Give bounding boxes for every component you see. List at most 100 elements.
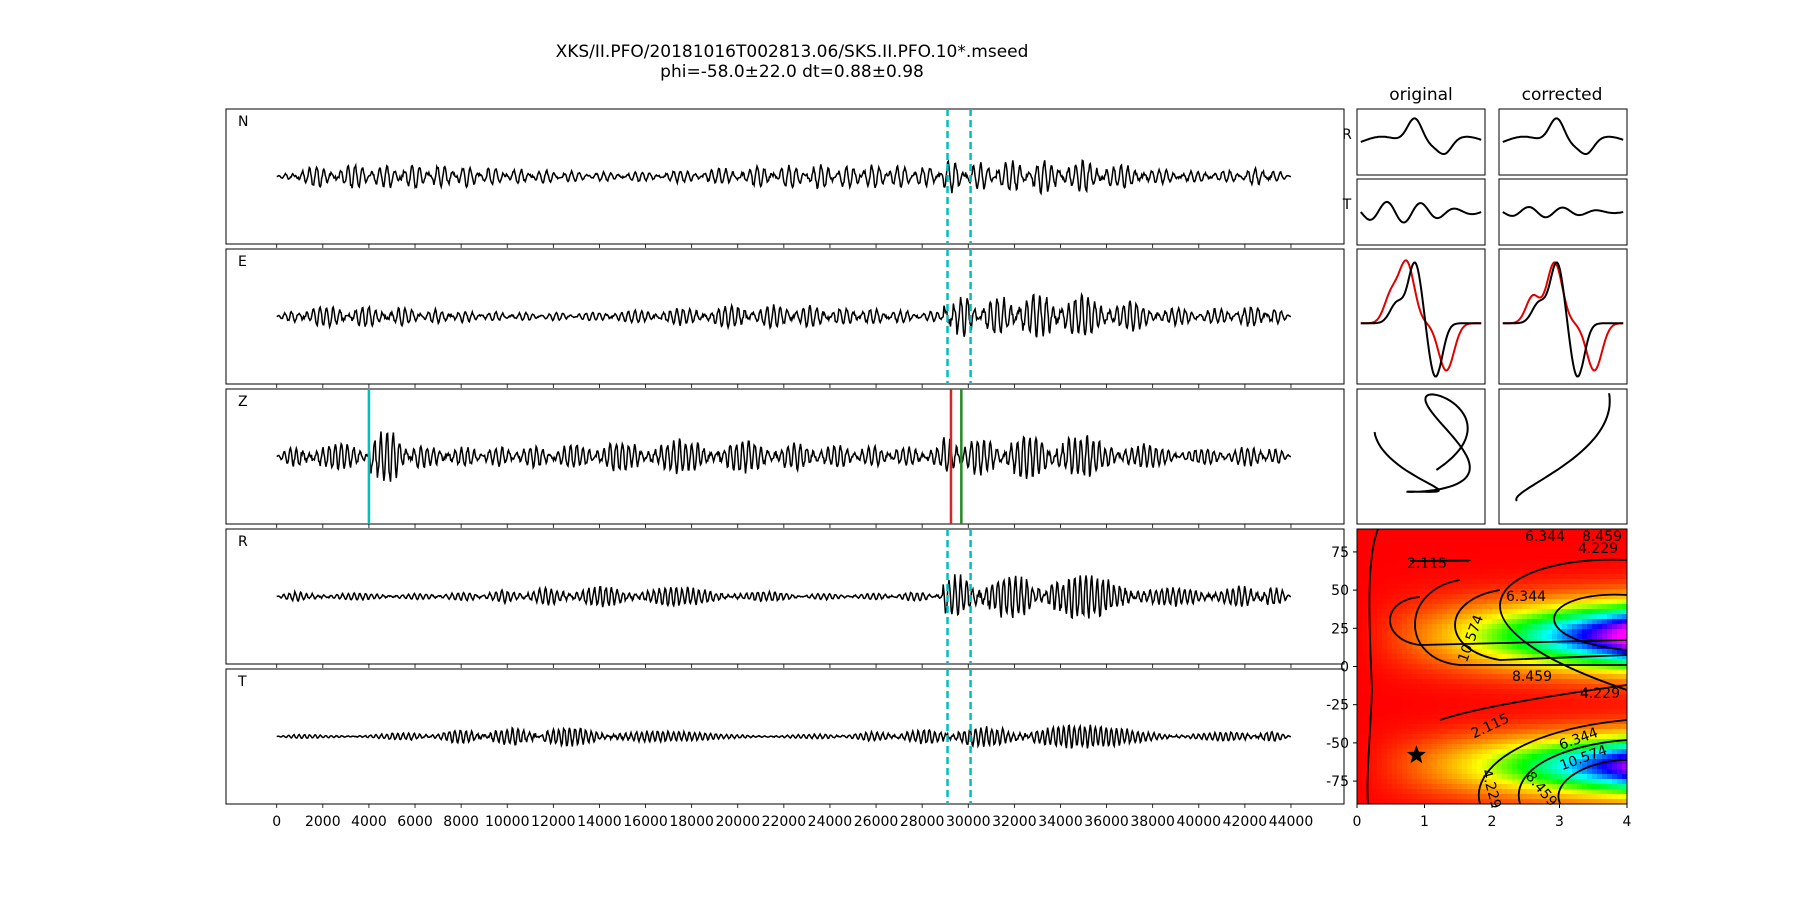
- surface-cell: [1372, 624, 1378, 630]
- surface-cell: [1587, 729, 1593, 735]
- surface-cell: [1592, 709, 1598, 715]
- surface-cell: [1362, 609, 1368, 615]
- surface-cell: [1517, 719, 1523, 725]
- surface-cell: [1387, 709, 1393, 715]
- surface-cell: [1412, 649, 1418, 655]
- surface-cell: [1612, 789, 1618, 795]
- surface-cell: [1402, 659, 1408, 665]
- surface-cell: [1397, 544, 1403, 550]
- surface-cell: [1417, 799, 1423, 804]
- surface-cell: [1612, 689, 1618, 695]
- surface-cell: [1432, 669, 1438, 675]
- surface-cell: [1472, 559, 1478, 565]
- surface-cell: [1597, 704, 1603, 710]
- surface-cell: [1547, 539, 1553, 545]
- surface-cell: [1382, 764, 1388, 770]
- surface-cell: [1447, 744, 1453, 750]
- surface-cell: [1582, 604, 1588, 610]
- surface-cell: [1357, 694, 1363, 700]
- surface-cell: [1422, 774, 1428, 780]
- surface-cell: [1602, 694, 1608, 700]
- surface-cell: [1487, 614, 1493, 620]
- surface-cell: [1532, 624, 1538, 630]
- surface-cell: [1497, 689, 1503, 695]
- surface-cell: [1517, 694, 1523, 700]
- surface-cell: [1417, 759, 1423, 765]
- surface-cell: [1497, 784, 1503, 790]
- surface-cell: [1527, 729, 1533, 735]
- surface-cell: [1447, 704, 1453, 710]
- surface-cell: [1472, 714, 1478, 720]
- surface-cell: [1547, 549, 1553, 555]
- surface-cell: [1512, 619, 1518, 625]
- surface-cell: [1567, 614, 1573, 620]
- surface-cell: [1527, 674, 1533, 680]
- surface-cell: [1372, 684, 1378, 690]
- panel-frame: [225, 248, 1345, 385]
- surface-cell: [1617, 799, 1623, 804]
- surface-cell: [1597, 734, 1603, 740]
- surface-cell: [1507, 554, 1513, 560]
- surface-cell: [1547, 569, 1553, 575]
- x-tick-label: 32000: [992, 814, 1037, 830]
- surface-cell: [1612, 584, 1618, 590]
- surface-cell: [1567, 789, 1573, 795]
- surface-cell: [1622, 684, 1627, 690]
- surface-cell: [1487, 554, 1493, 560]
- surface-cell: [1517, 534, 1523, 540]
- surface-cell: [1587, 659, 1593, 665]
- surface-cell: [1542, 729, 1548, 735]
- surface-cell: [1427, 714, 1433, 720]
- surface-cell: [1587, 584, 1593, 590]
- surface-cell: [1442, 589, 1448, 595]
- surface-cell: [1362, 549, 1368, 555]
- surface-cell: [1432, 589, 1438, 595]
- surface-cell: [1587, 789, 1593, 795]
- surface-cell: [1367, 704, 1373, 710]
- surface-cell: [1357, 674, 1363, 680]
- surface-cell: [1547, 719, 1553, 725]
- surface-cell: [1452, 784, 1458, 790]
- surface-cell: [1447, 774, 1453, 780]
- surface-cell: [1622, 749, 1627, 755]
- surface-cell: [1617, 574, 1623, 580]
- surface-cell: [1382, 644, 1388, 650]
- surface-cell: [1402, 639, 1408, 645]
- surface-cell: [1407, 649, 1413, 655]
- pm-frame: [1356, 108, 1486, 176]
- surface-cell: [1572, 589, 1578, 595]
- surface-cell: [1412, 724, 1418, 730]
- surface-cell: [1582, 679, 1588, 685]
- surface-cell: [1447, 754, 1453, 760]
- surface-cell: [1467, 644, 1473, 650]
- surface-cell: [1612, 744, 1618, 750]
- surface-cell: [1572, 604, 1578, 610]
- surface-cell: [1457, 534, 1463, 540]
- surface-cell: [1612, 664, 1618, 670]
- surface-cell: [1387, 549, 1393, 555]
- contour-line: [1557, 759, 1627, 804]
- surface-cell: [1437, 704, 1443, 710]
- surface-cell: [1387, 584, 1393, 590]
- surface-cell: [1432, 754, 1438, 760]
- surface-cell: [1437, 644, 1443, 650]
- surface-cell: [1522, 759, 1528, 765]
- surface-cell: [1582, 619, 1588, 625]
- surface-cell: [1597, 539, 1603, 545]
- surface-cell: [1497, 764, 1503, 770]
- surface-cell: [1452, 794, 1458, 800]
- surface-cell: [1472, 774, 1478, 780]
- surface-cell: [1452, 684, 1458, 690]
- surface-cell: [1582, 659, 1588, 665]
- surface-cell: [1517, 789, 1523, 795]
- surface-cell: [1517, 579, 1523, 585]
- surface-cell: [1542, 604, 1548, 610]
- surface-cell: [1382, 699, 1388, 705]
- surface-cell: [1457, 764, 1463, 770]
- surface-cell: [1407, 774, 1413, 780]
- surface-cell: [1407, 609, 1413, 615]
- surface-cell: [1412, 729, 1418, 735]
- surface-cell: [1542, 754, 1548, 760]
- surface-cell: [1372, 729, 1378, 735]
- surface-cell: [1387, 529, 1393, 535]
